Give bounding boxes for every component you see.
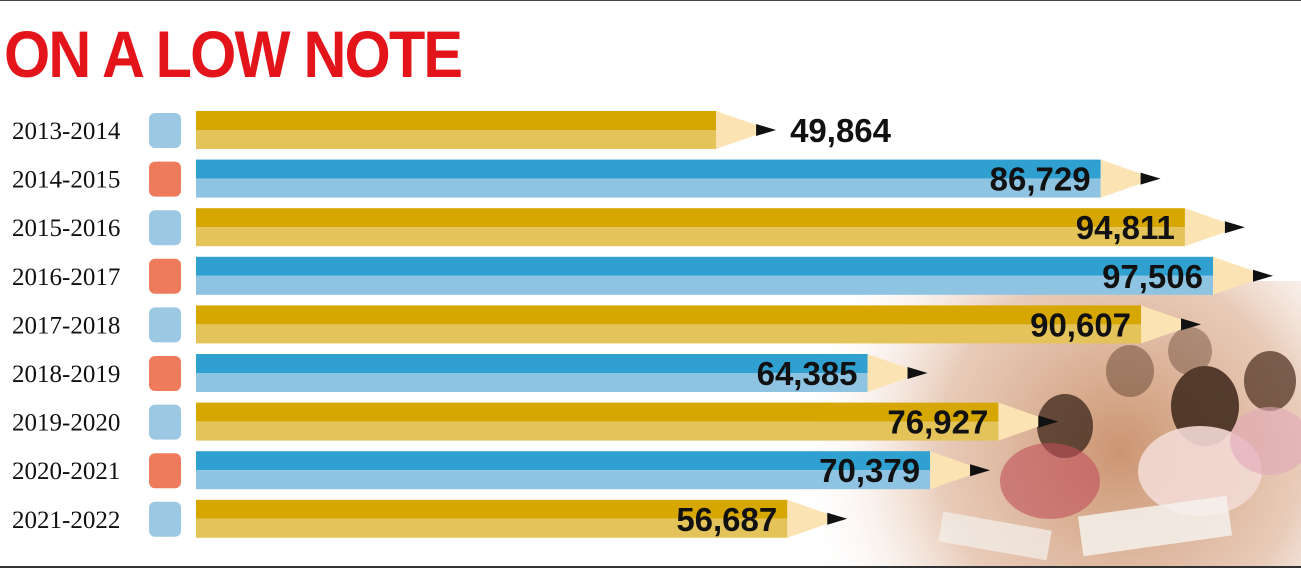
bar <box>196 305 1142 325</box>
year-label: 2017-2018 <box>12 312 120 339</box>
bar <box>196 499 788 519</box>
pencil-wood-tip <box>930 451 971 490</box>
bar-lower-stripe <box>196 227 1185 247</box>
data-label: 64,385 <box>757 355 858 392</box>
pencil-lead <box>907 367 928 379</box>
bar <box>196 208 1185 228</box>
bottom-rule <box>0 566 1301 568</box>
bar-lower-stripe <box>196 275 1213 295</box>
data-label: 76,927 <box>887 404 988 441</box>
bar-lower-stripe <box>196 421 999 441</box>
pencil-wood-tip <box>1213 256 1253 295</box>
pencil-lead <box>1038 415 1059 428</box>
pencil-lead <box>1140 172 1161 185</box>
bar <box>196 354 868 373</box>
pencil-eraser <box>149 258 181 294</box>
bar-lower-stripe <box>196 324 1142 344</box>
year-label: 2015-2016 <box>12 215 120 242</box>
year-label: 2013-2014 <box>12 118 121 145</box>
data-label: 49,864 <box>790 112 892 149</box>
year-label: 2014-2015 <box>12 167 120 194</box>
pencil-eraser <box>149 161 181 197</box>
bar-lower-stripe <box>196 130 717 149</box>
pencil-wood-tip <box>787 499 828 538</box>
bar <box>196 159 1101 179</box>
data-label: 94,811 <box>1076 209 1175 246</box>
pencil-eraser <box>149 113 181 148</box>
year-label: 2016-2017 <box>12 264 120 291</box>
pencil-wood-tip <box>1184 208 1225 247</box>
year-label: 2021-2022 <box>12 507 120 534</box>
pencil-wood-tip <box>716 111 757 149</box>
pencil-lead <box>1224 221 1245 234</box>
pencil-lead <box>827 512 848 525</box>
data-label: 86,729 <box>990 161 1091 198</box>
data-label: 56,687 <box>676 501 777 538</box>
year-label: 2019-2020 <box>12 410 120 437</box>
pencil-eraser <box>149 404 181 440</box>
pencil-wood-tip <box>867 354 908 392</box>
data-label: 70,379 <box>819 452 920 489</box>
pencil-eraser <box>149 307 181 343</box>
data-label: 90,607 <box>1030 306 1131 343</box>
bar-lower-stripe <box>196 373 868 392</box>
pencil-wood-tip <box>1100 159 1141 198</box>
pencil-lead <box>970 464 991 477</box>
pencil-eraser <box>149 356 181 391</box>
pencil-eraser <box>149 453 181 489</box>
bar-lower-stripe <box>196 470 931 490</box>
bar <box>196 256 1213 276</box>
bar-lower-stripe <box>196 518 788 538</box>
bar <box>196 111 717 130</box>
pencil-lead <box>1181 318 1202 331</box>
bar <box>196 402 999 422</box>
data-label: 97,506 <box>1102 258 1203 295</box>
bar <box>196 451 931 471</box>
pencil-eraser <box>149 501 181 537</box>
pencil-lead <box>756 124 777 136</box>
chart-title: ON A LOW NOTE <box>4 17 463 91</box>
pencil-eraser <box>149 210 181 246</box>
pencil-lead <box>1253 269 1273 282</box>
year-label: 2020-2021 <box>12 458 120 485</box>
bar-lower-stripe <box>196 178 1101 198</box>
year-label: 2018-2019 <box>12 361 120 388</box>
pencil-wood-tip <box>998 402 1039 441</box>
pencil-wood-tip <box>1141 305 1182 344</box>
